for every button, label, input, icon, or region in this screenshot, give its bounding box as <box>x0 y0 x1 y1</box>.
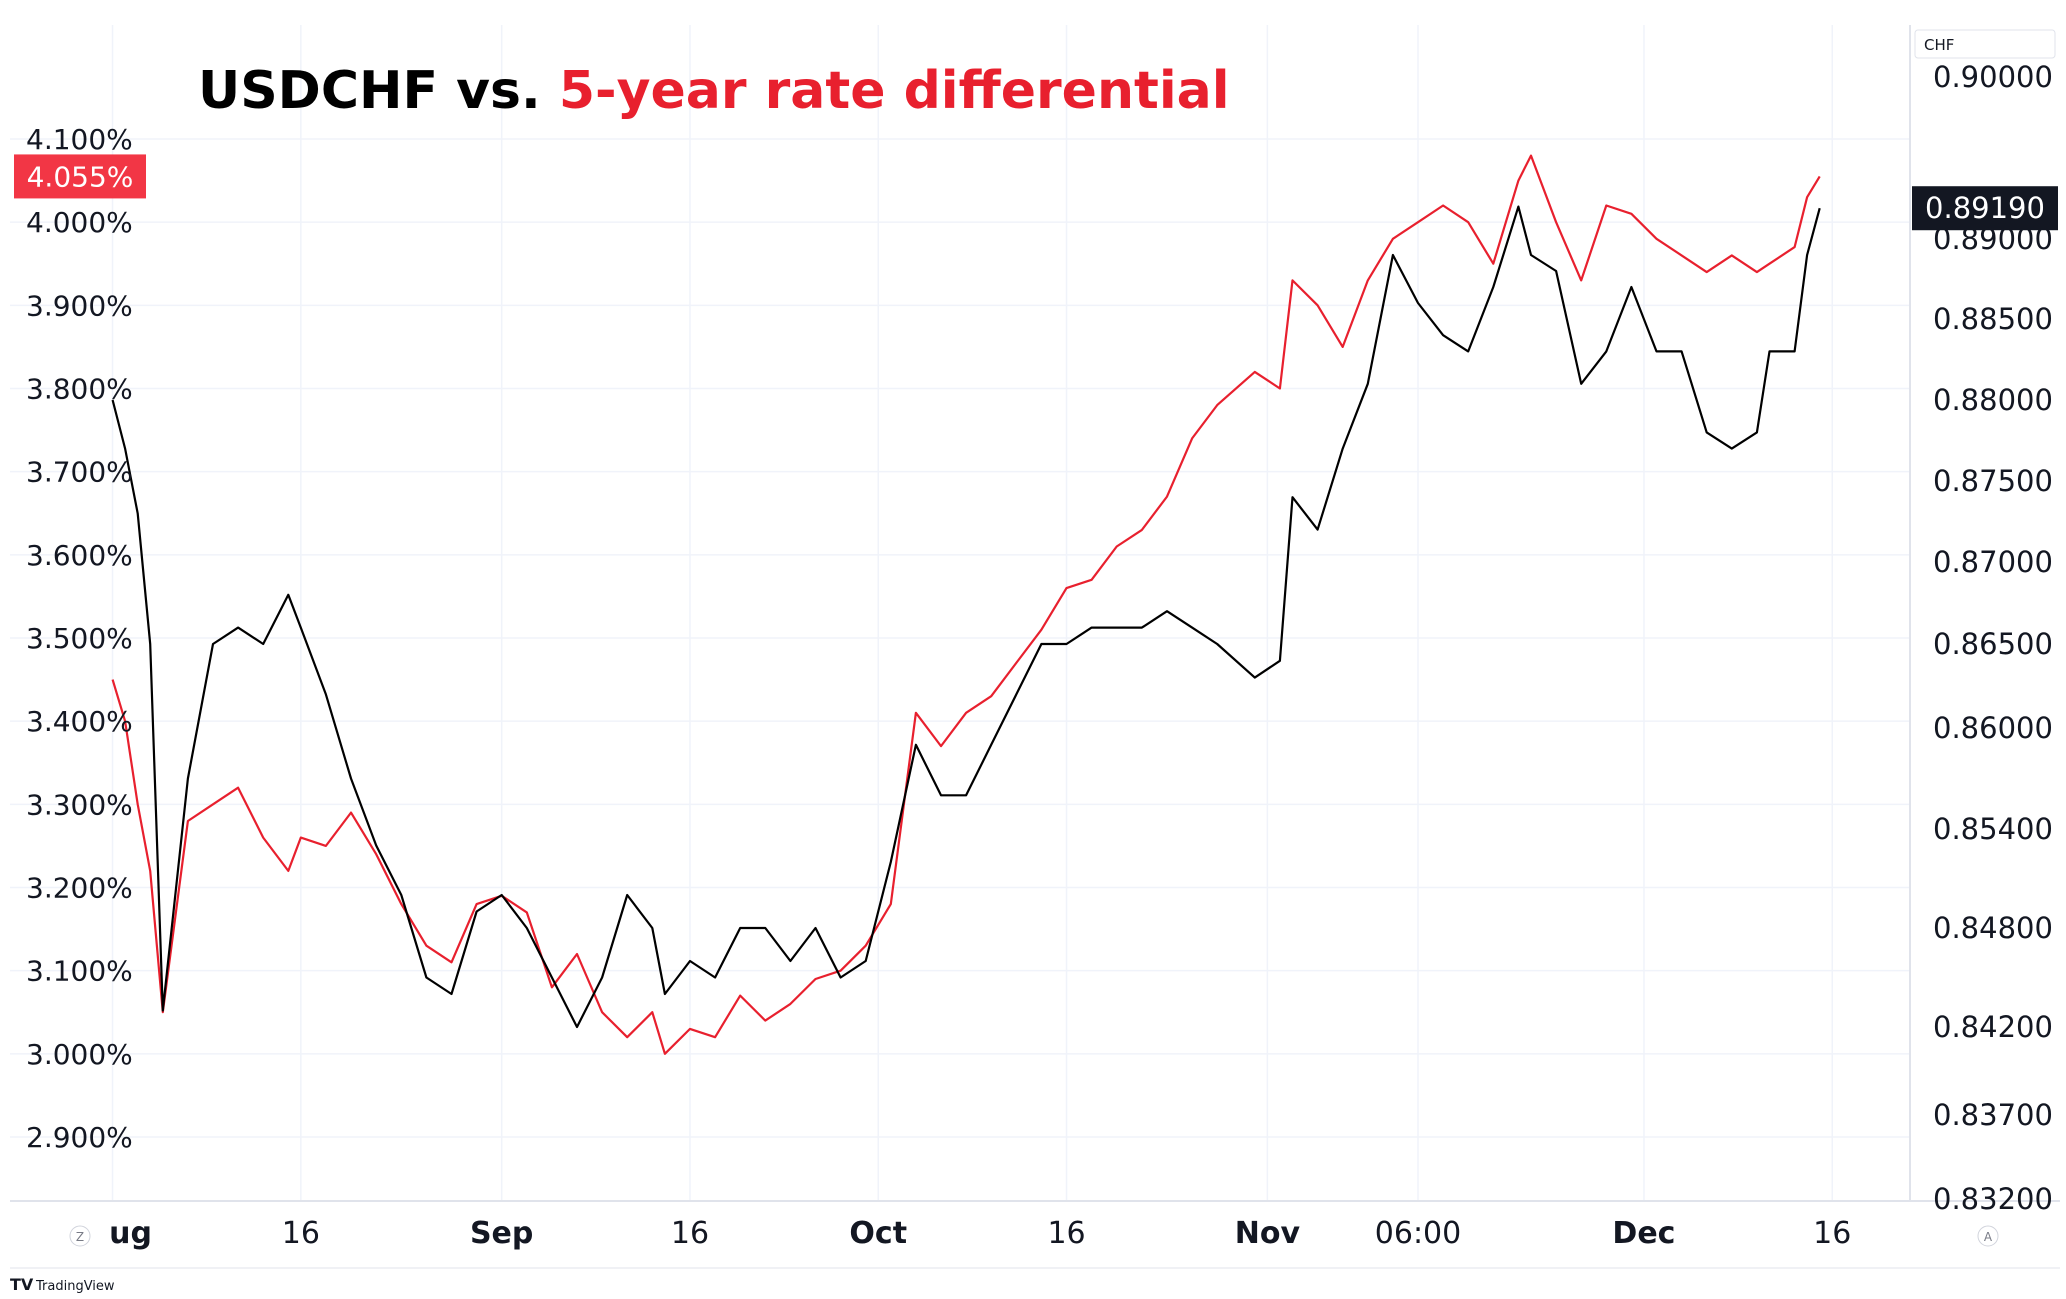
left-tick-label: 3.600% <box>26 539 133 572</box>
left-current-value: 4.055% <box>27 160 134 193</box>
left-scale-button[interactable]: Z <box>69 1225 91 1247</box>
grid <box>10 25 1910 1201</box>
unit-box[interactable] <box>1914 29 2056 59</box>
right-tick-label: 0.88000 <box>1933 383 2053 417</box>
x-tick-label: Nov <box>1235 1216 1301 1251</box>
x-tick-label: Sep <box>470 1216 533 1251</box>
left-tick-label: 4.000% <box>26 206 133 239</box>
left-tick-label: 3.800% <box>26 373 133 406</box>
left-current-value-badge: 4.055% <box>14 154 146 199</box>
chart-title-part2: 5-year rate differential <box>559 61 1230 121</box>
tradingview-logo-text: TradingView <box>35 1279 115 1294</box>
x-tick-label: 16 <box>282 1216 320 1251</box>
right-tick-label: 0.84200 <box>1933 1010 2053 1044</box>
right-tick-label: 0.85400 <box>1933 812 2053 846</box>
left-tick-label: 3.000% <box>26 1038 133 1071</box>
x-tick-label: ug <box>109 1216 152 1251</box>
tradingview-logo[interactable]: TV TradingView <box>10 1275 115 1294</box>
right-tick-label: 0.83700 <box>1933 1098 2053 1132</box>
right-tick-label: 0.86000 <box>1933 711 2053 745</box>
right-tick-label: 0.84800 <box>1933 911 2053 945</box>
left-tick-label: 3.200% <box>26 872 133 905</box>
series-layer <box>111 154 1821 1055</box>
x-tick-label: 16 <box>1047 1216 1085 1251</box>
right-current-value-badge: 0.89190 <box>1912 186 2058 231</box>
left-tick-label: 3.100% <box>26 955 133 988</box>
left-axis[interactable]: 4.100% 4.000% 3.900% 3.800% 3.700% 3.600% 3.50… <box>26 123 133 1154</box>
x-tick-label: Dec <box>1612 1216 1675 1251</box>
right-tick-label: 0.88500 <box>1933 302 2053 336</box>
x-tick-label: Oct <box>849 1216 907 1251</box>
unit-label: CHF <box>1924 36 1954 54</box>
right-tick-label: 0.86500 <box>1933 627 2053 661</box>
left-scale-label: Z <box>76 1230 84 1244</box>
tradingview-logo-icon: TV <box>10 1275 34 1294</box>
left-tick-label: 3.300% <box>26 788 133 821</box>
right-scale-button[interactable]: A <box>1977 1225 1999 1247</box>
left-tick-label: 2.900% <box>26 1121 133 1154</box>
right-current-value: 0.89190 <box>1925 191 2045 225</box>
x-tick-label: 16 <box>1813 1216 1851 1251</box>
right-tick-label: 0.83200 <box>1933 1182 2053 1216</box>
chart-title: USDCHF vs. 5-year rate differential <box>198 61 1230 121</box>
x-axis[interactable]: ug 16 Sep 16 Oct 16 Nov 06:00 Dec 16 <box>109 1216 1851 1251</box>
right-tick-label: 0.87500 <box>1933 464 2053 498</box>
series-line-usdchf[interactable] <box>111 205 1821 1029</box>
x-tick-label: 16 <box>671 1216 709 1251</box>
left-tick-label: 3.500% <box>26 622 133 655</box>
right-tick-label: 0.90000 <box>1933 60 2053 94</box>
left-tick-label: 3.400% <box>26 705 133 738</box>
x-tick-label: 06:00 <box>1375 1216 1461 1251</box>
right-tick-label: 0.87000 <box>1933 545 2053 579</box>
left-tick-label: 3.700% <box>26 456 133 489</box>
chart-title-part1: USDCHF vs. <box>198 61 559 121</box>
right-axis[interactable]: 0.900000.890000.885000.880000.875000.870… <box>1933 60 2053 1216</box>
left-tick-label: 3.900% <box>26 289 133 322</box>
left-tick-label: 4.100% <box>26 123 133 156</box>
right-scale-label: A <box>1984 1230 1993 1244</box>
series-line-rate-differential[interactable] <box>111 154 1821 1055</box>
